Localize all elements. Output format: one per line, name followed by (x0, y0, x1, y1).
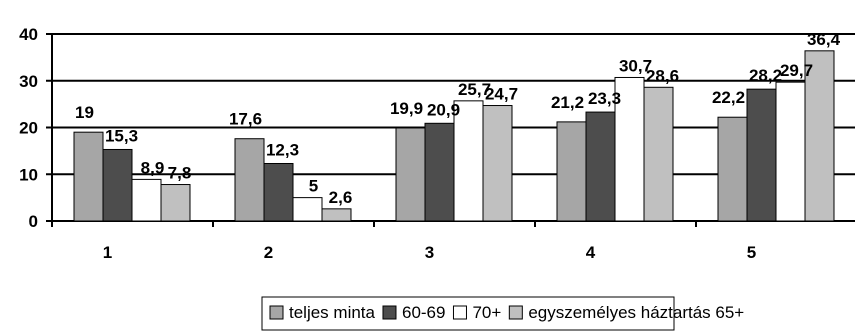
legend-swatch (382, 305, 397, 320)
bar (717, 116, 748, 222)
bar (453, 100, 484, 222)
data-label: 21,2 (551, 93, 584, 112)
x-tick-label: 3 (425, 243, 434, 262)
data-label: 28,2 (749, 66, 782, 85)
y-tick-label: 40 (19, 25, 38, 44)
legend-swatch (269, 305, 284, 320)
legend-swatch (508, 305, 523, 320)
legend-label: 60-69 (402, 303, 445, 322)
bar (102, 148, 133, 222)
bar (482, 105, 513, 222)
bar (160, 184, 191, 222)
bar (395, 127, 426, 222)
bar (585, 111, 616, 222)
data-label: 19,9 (390, 99, 423, 118)
bar (614, 76, 645, 222)
data-label: 5 (309, 177, 318, 196)
data-label: 19 (75, 103, 94, 122)
y-tick-label: 0 (29, 212, 38, 231)
data-label: 7,8 (168, 164, 192, 183)
data-label: 8,9 (141, 158, 165, 177)
bar (746, 88, 777, 222)
bar (804, 50, 835, 222)
data-label: 25,7 (458, 80, 491, 99)
bar (73, 131, 104, 222)
legend-box (261, 296, 675, 331)
data-label: 36,4 (807, 30, 841, 49)
x-tick-label: 4 (586, 243, 596, 262)
bar (234, 138, 265, 222)
y-tick-label: 10 (19, 165, 38, 184)
bar (424, 122, 455, 222)
data-label: 28,6 (646, 66, 679, 85)
data-label: 17,6 (229, 110, 262, 129)
legend-label: 70+ (472, 303, 501, 322)
data-label: 24,7 (485, 85, 518, 104)
bar (556, 121, 587, 222)
data-label: 20,9 (427, 100, 460, 119)
legend-label: egyszemélyes háztartás 65+ (528, 303, 744, 322)
x-tick-label: 5 (747, 243, 756, 262)
legend-swatch (452, 305, 467, 320)
x-tick-label: 2 (264, 243, 273, 262)
bar (292, 197, 323, 222)
y-tick-label: 30 (19, 72, 38, 91)
bar (775, 81, 806, 222)
data-label: 15,3 (105, 126, 138, 145)
x-tick-label: 1 (103, 243, 112, 262)
bar (263, 162, 294, 222)
legend-label: teljes minta (289, 303, 376, 322)
bar (643, 86, 674, 222)
data-label: 30,7 (619, 56, 652, 75)
data-label: 29,7 (780, 61, 813, 80)
data-label: 12,3 (266, 140, 299, 159)
data-label: 22,2 (712, 88, 745, 107)
bar (131, 178, 162, 222)
y-tick-label: 20 (19, 119, 38, 138)
bar (321, 208, 352, 222)
data-label: 2,6 (329, 188, 353, 207)
data-label: 23,3 (588, 89, 621, 108)
